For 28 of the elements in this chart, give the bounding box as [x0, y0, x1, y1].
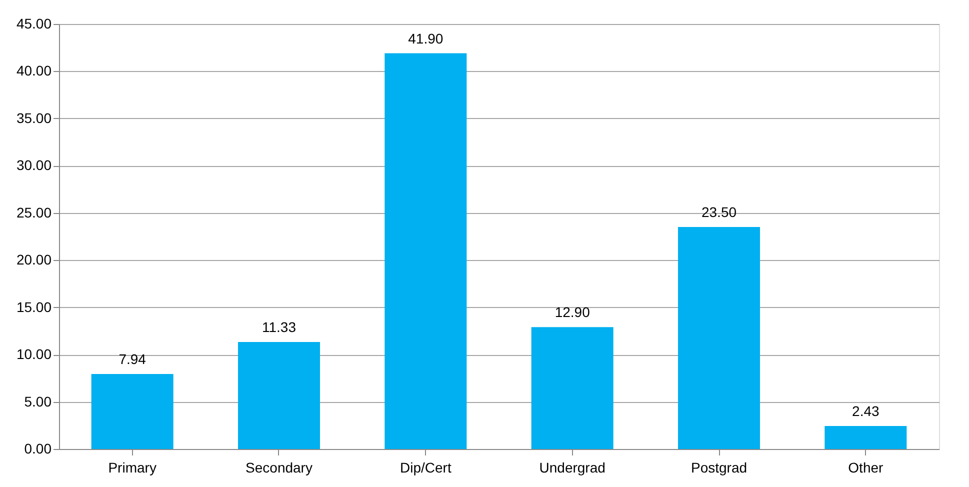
x-tick-label: Secondary	[246, 460, 312, 476]
bar	[531, 327, 614, 449]
y-tick-label: 30.00	[16, 157, 52, 174]
data-label: 7.94	[118, 351, 146, 368]
data-label: 23.50	[701, 204, 737, 220]
y-tick-label: 0.00	[24, 440, 52, 456]
y-tick-label: 20.00	[16, 252, 52, 268]
data-label: 41.90	[408, 30, 444, 46]
x-tick-label: Postgrad	[690, 460, 748, 476]
x-tick-label: Primary	[108, 460, 156, 476]
data-label: 11.33	[262, 318, 296, 335]
y-tick-label: 10.00	[16, 346, 52, 362]
bar	[384, 53, 467, 449]
x-tick-label: Dip/Cert	[400, 460, 452, 476]
y-tick-label: 45.00	[16, 16, 52, 32]
data-label: 2.43	[852, 403, 880, 420]
y-tick-label: 15.00	[16, 298, 52, 315]
bar	[678, 227, 760, 449]
data-label: 12.90	[554, 304, 590, 320]
bar	[238, 342, 320, 449]
y-tick-label: 25.00	[16, 204, 52, 220]
y-tick-label: 5.00	[24, 393, 52, 410]
x-tick-label: Other	[848, 460, 884, 476]
bar	[91, 374, 174, 449]
y-tick-label: 40.00	[16, 62, 52, 79]
y-tick-label: 35.00	[16, 110, 52, 126]
bar	[824, 426, 907, 449]
x-tick-label: Undergrad	[539, 460, 606, 476]
